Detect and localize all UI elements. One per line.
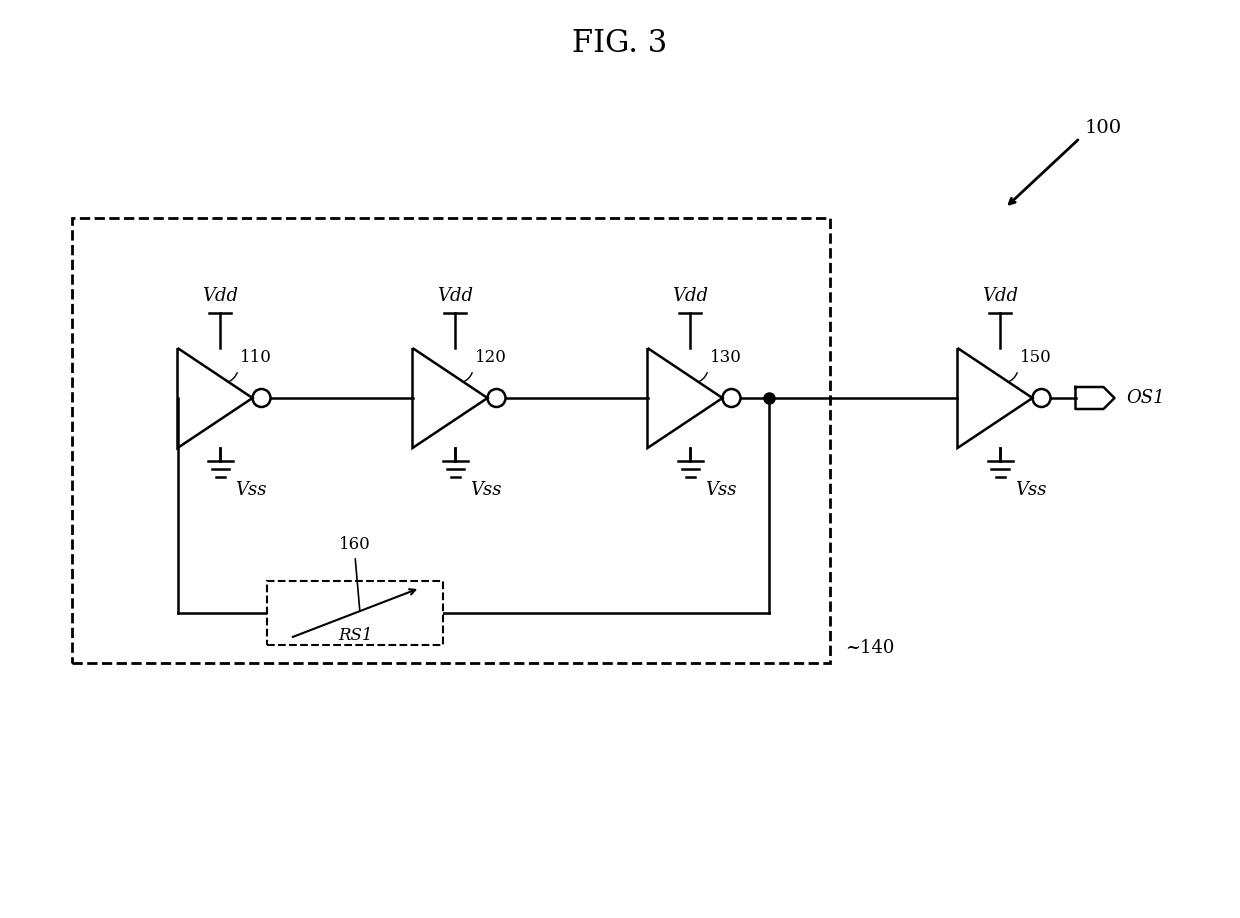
- Text: Vss: Vss: [236, 481, 267, 499]
- Text: 110: 110: [241, 349, 272, 366]
- Text: 130: 130: [711, 349, 742, 366]
- Text: Vdd: Vdd: [672, 287, 708, 305]
- Text: OS1: OS1: [1126, 389, 1166, 407]
- Text: 150: 150: [1021, 349, 1052, 366]
- Bar: [72, 218, 830, 663]
- Text: Vdd: Vdd: [982, 287, 1018, 305]
- Text: FIG. 3: FIG. 3: [573, 28, 667, 59]
- Text: ~140: ~140: [844, 639, 894, 657]
- Text: 100: 100: [1085, 119, 1122, 137]
- Bar: [267, 581, 443, 645]
- Text: Vdd: Vdd: [202, 287, 238, 305]
- Text: Vss: Vss: [470, 481, 501, 499]
- Text: 160: 160: [339, 536, 371, 553]
- Text: Vss: Vss: [706, 481, 737, 499]
- Text: 120: 120: [475, 349, 507, 366]
- Text: RS1: RS1: [337, 626, 372, 644]
- Text: Vss: Vss: [1016, 481, 1047, 499]
- Text: Vdd: Vdd: [436, 287, 472, 305]
